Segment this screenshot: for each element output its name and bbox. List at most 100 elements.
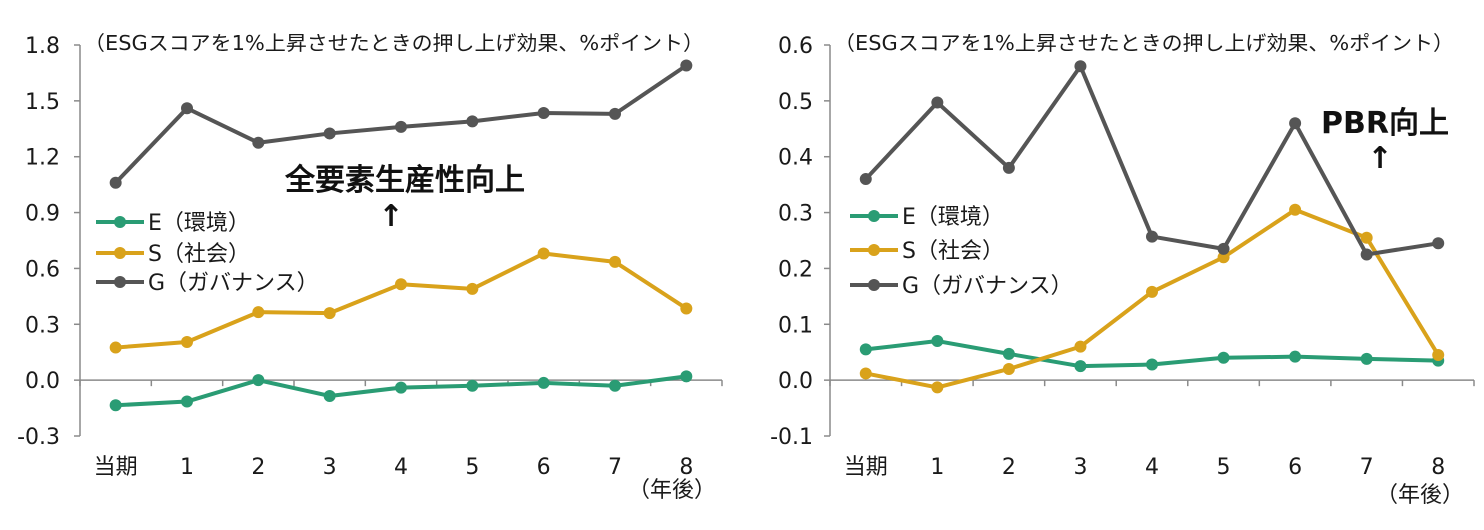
legend-swatch-marker — [868, 210, 880, 222]
data-point — [1432, 349, 1445, 362]
data-point — [1360, 352, 1373, 365]
y-tick-label: 0.1 — [778, 313, 813, 338]
data-point — [680, 370, 693, 383]
x-axis-label: （年後） — [1376, 483, 1464, 508]
legend-swatch-marker — [868, 279, 880, 291]
data-point — [181, 102, 193, 115]
data-point — [252, 306, 265, 319]
data-point — [323, 389, 336, 402]
legend-label: S（社会） — [902, 239, 1004, 264]
data-point — [181, 395, 193, 408]
x-tick-label: 1 — [180, 455, 194, 480]
data-point — [1289, 203, 1302, 216]
y-tick-label: 1.8 — [25, 34, 60, 59]
x-tick-label: 6 — [537, 455, 551, 480]
y-tick-label: 0.9 — [25, 202, 60, 227]
chart-panel-1: 1.8 1.5 1.2 0.9 0.6 0.3 0.0 -0.3 当期 1 2 3 4 5 6 7 8（年後） （… — [17, 31, 723, 503]
data-point — [859, 173, 872, 186]
data-point — [1360, 231, 1373, 244]
series-line-2 — [115, 251, 688, 350]
annotation-arrow-icon: ↑ — [1367, 141, 1392, 176]
x-axis-label: （年後） — [628, 478, 716, 503]
x-tick-label: 3 — [323, 455, 337, 480]
annotation-arrow-icon: ↑ — [378, 199, 403, 234]
y-tick-label: 1.5 — [25, 90, 60, 115]
x-tick-label: 3 — [1073, 455, 1087, 480]
data-point — [395, 381, 407, 394]
annotation-text: PBR向上 — [1321, 106, 1449, 141]
x-tick-label: 5 — [1217, 455, 1231, 480]
y-tick-label: 1.2 — [25, 146, 60, 171]
data-point — [1217, 351, 1230, 364]
x-tick-label: 当期 — [94, 455, 138, 480]
data-point — [537, 376, 550, 389]
data-point — [609, 107, 621, 120]
y-tick-label: 0.0 — [25, 369, 60, 394]
data-point — [609, 379, 621, 392]
y-tick-label: 0.6 — [778, 34, 813, 59]
data-point — [1217, 251, 1230, 264]
y-tick-label: -0.1 — [770, 425, 813, 450]
data-point — [680, 302, 693, 315]
x-tick-label: 5 — [465, 455, 479, 480]
data-point — [1002, 362, 1015, 375]
data-point — [395, 278, 407, 291]
y-tick-label: 0.2 — [778, 257, 813, 282]
annotation-text: 全要素生産性向上 — [284, 163, 525, 198]
data-point — [109, 399, 122, 412]
data-point — [1074, 360, 1087, 373]
data-point — [466, 115, 479, 128]
data-point — [109, 176, 122, 189]
data-point — [1432, 237, 1445, 250]
legend-label: G（ガバナンス） — [902, 274, 1073, 299]
data-point — [1217, 242, 1230, 255]
data-point — [931, 381, 944, 394]
y-tick-label: 0.5 — [778, 90, 813, 115]
x-tick-label: 4 — [1145, 455, 1159, 480]
legend-label: E（環境） — [148, 211, 250, 236]
chart-note: （ESGスコアを1%上昇させたときの押し上げ効果、%ポイント） — [834, 31, 1454, 55]
data-point — [680, 59, 693, 72]
data-point — [1360, 248, 1373, 261]
data-point — [931, 96, 944, 109]
x-tick-label: 2 — [1002, 455, 1016, 480]
x-tick-label: 6 — [1288, 455, 1302, 480]
data-point — [181, 335, 193, 348]
legend-swatch-marker — [868, 244, 880, 256]
legend-swatch-marker — [114, 247, 126, 259]
y-tick-label: -0.3 — [17, 425, 60, 450]
chart-note: （ESGスコアを1%上昇させたときの押し上げ効果、%ポイント） — [84, 31, 704, 55]
data-point — [323, 127, 336, 140]
data-point — [1074, 340, 1087, 353]
data-point — [1289, 117, 1302, 130]
data-point — [1146, 358, 1158, 371]
legend-label: E（環境） — [902, 205, 1004, 230]
data-point — [859, 367, 872, 380]
data-point — [1146, 230, 1158, 243]
x-tick-label: 7 — [608, 455, 622, 480]
data-point — [1002, 347, 1015, 360]
data-point — [931, 335, 944, 348]
y-tick-label: 0.0 — [778, 369, 813, 394]
x-tick-label: 2 — [251, 455, 265, 480]
data-point — [466, 282, 479, 295]
chart-panel-2: 0.6 0.5 0.4 0.3 0.2 0.1 0.0 -0.1 当期 1 2 3 4 5 6 7 8 （年後） （… — [770, 31, 1475, 508]
x-tick-label: 8 — [1431, 455, 1445, 480]
data-point — [252, 374, 265, 387]
data-point — [859, 343, 872, 356]
data-point — [395, 120, 407, 133]
x-tick-label: 当期 — [844, 455, 888, 480]
x-tick-label: 8 — [679, 455, 693, 480]
y-tick-label: 0.4 — [778, 146, 813, 171]
y-tick-label: 0.6 — [25, 257, 60, 282]
data-point — [466, 379, 479, 392]
x-tick-label: 1 — [930, 455, 944, 480]
legend-swatch-marker — [114, 276, 126, 288]
data-point — [1074, 60, 1087, 73]
data-point — [1289, 350, 1302, 363]
legend-label: S（社会） — [148, 242, 250, 267]
y-tick-label: 0.3 — [778, 202, 813, 227]
data-point — [323, 307, 336, 320]
x-tick-label: 4 — [394, 455, 408, 480]
